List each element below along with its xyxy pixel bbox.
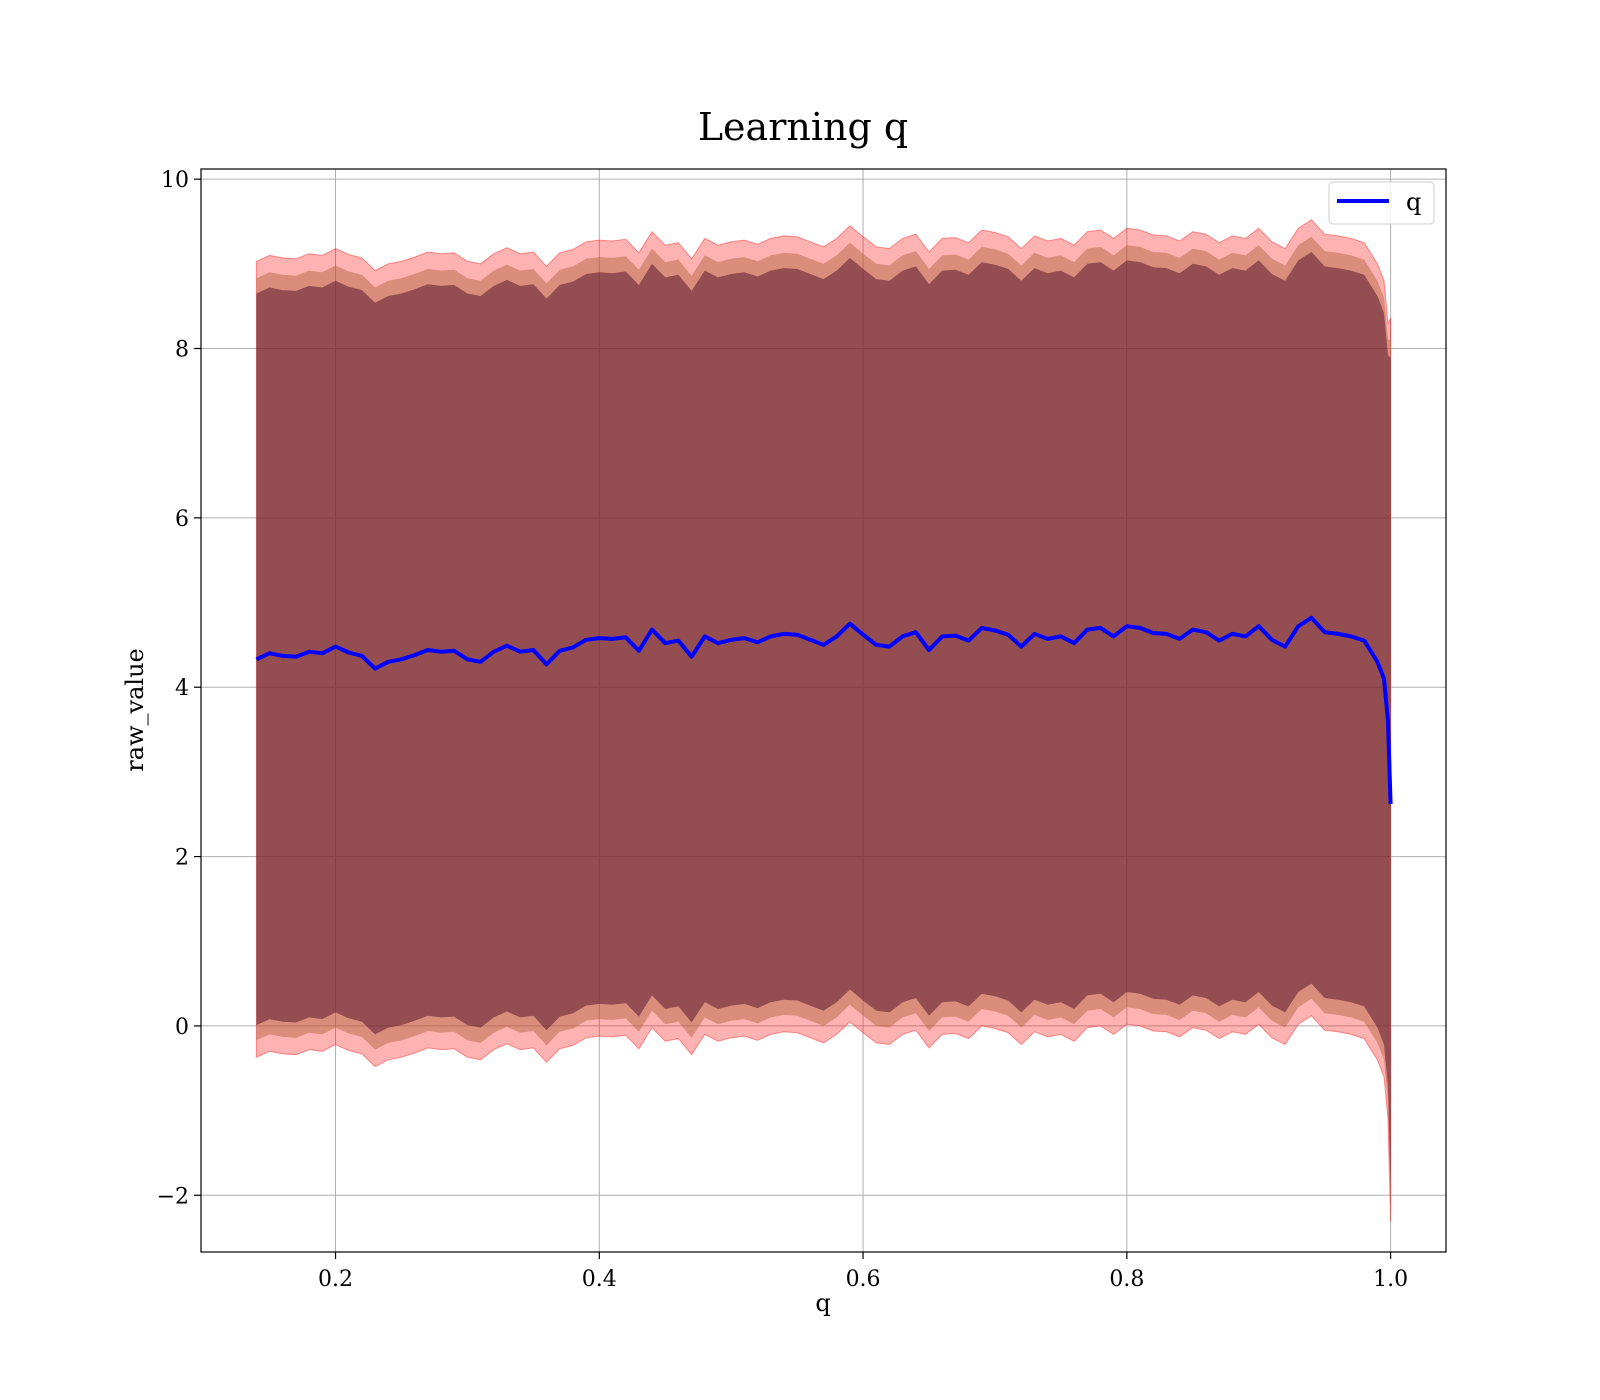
series-line-q [255, 615, 1393, 805]
y-tick-label-4: 6 [175, 507, 189, 532]
y-axis-ticks: −2 0 2 4 6 8 10 [157, 168, 201, 1209]
legend: q [1328, 181, 1435, 225]
y-axis-label: raw_value [121, 648, 149, 772]
x-axis-ticks: 0.2 0.4 0.6 0.8 1.0 [318, 1252, 1408, 1292]
x-axis-label: q [815, 1289, 830, 1317]
y-tick-label-6: 10 [161, 168, 189, 193]
x-tick-label-3: 0.8 [1109, 1267, 1144, 1292]
y-tick-label-5: 8 [175, 338, 189, 363]
band-inner [256, 252, 1391, 1189]
series-lines [255, 615, 1393, 805]
legend-label-q: q [1406, 188, 1421, 216]
x-tick-label-0: 0.2 [318, 1267, 353, 1292]
chart-title: Learning q [698, 105, 908, 149]
y-tick-label-3: 4 [175, 676, 189, 701]
x-tick-label-4: 1.0 [1373, 1267, 1408, 1292]
x-tick-label-1: 0.4 [582, 1267, 617, 1292]
confidence-bands [255, 219, 1392, 1222]
plot-frame [200, 168, 1447, 1253]
y-tick-label-0: −2 [157, 1184, 189, 1209]
y-tick-label-2: 2 [175, 846, 189, 871]
x-tick-label-2: 0.6 [846, 1267, 881, 1292]
y-tick-label-1: 0 [175, 1015, 189, 1040]
